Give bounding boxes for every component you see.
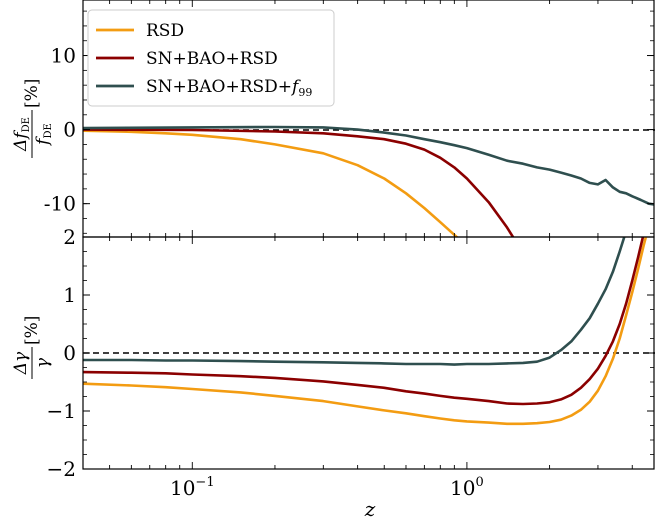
top-series-line-0 [83,129,459,237]
legend: RSD SN+BAO+RSD SN+BAO+RSD+f99 [87,9,335,107]
xtick-label-1: 100 [450,475,484,500]
svg-text:fDE: fDE [33,123,54,147]
top-ytick-label-1: 0 [63,118,76,142]
top-series-line-2 [83,125,655,206]
top-ylabel-numerator: Δf [11,130,31,152]
bottom-ytick-label-1: 1 [63,283,76,307]
top-series-line-1 [83,128,515,237]
xtick-label-0: 10−1 [170,475,215,500]
x-axis-label: z [364,497,376,521]
top-y-axis-label: ΔfDE fDE [%] [11,79,54,158]
bottom-ytick-label-3: −1 [47,399,76,423]
bottom-ytick-label-2: 0 [63,341,76,365]
top-ytick-label-0: 10 [51,44,76,68]
svg-text:ΔfDE: ΔfDE [11,117,32,152]
bottom-ylabel-denominator: γ [33,357,53,368]
legend-label-2: SN+BAO+RSD+f99 [146,77,312,99]
legend-label-0: RSD [146,21,184,41]
top-ylabel-denominator: f [33,136,53,147]
top-ytick-label-2: -10 [44,192,76,216]
bottom-panel [82,236,655,470]
bottom-series-line-2 [83,237,626,366]
bottom-y-axis-label: Δγ γ [%] [11,316,53,379]
bottom-plot-frame [82,236,655,470]
bottom-ytick-label-4: −2 [47,457,76,481]
bottom-ylabel-numerator: Δγ [11,351,31,375]
top-panel [82,0,655,238]
top-ylabel-numerator-sub: DE [21,117,32,132]
bottom-series-line-1 [83,237,645,406]
bottom-ytick-label-0: 2 [63,225,76,249]
bottom-ylabel-suffix: [%] [22,316,42,345]
legend-label-1: SN+BAO+RSD [146,49,278,69]
top-ylabel-denominator-sub: DE [43,123,54,138]
legend-box [87,9,335,107]
top-ylabel-suffix: [%] [22,79,42,108]
bottom-series-line-0 [83,237,648,426]
